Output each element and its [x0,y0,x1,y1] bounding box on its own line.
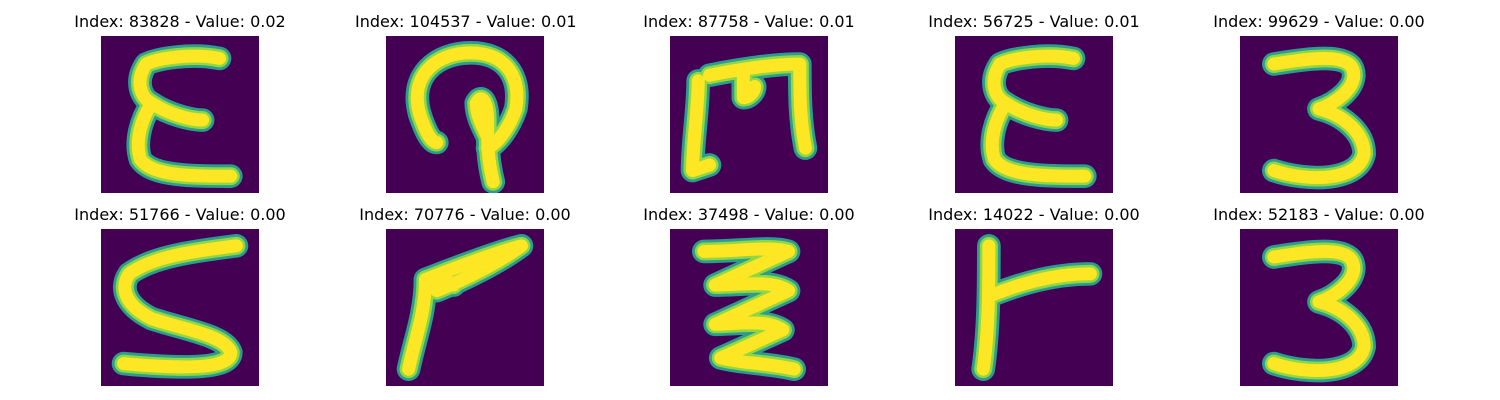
image-panel: Index: 14022 - Value: 0.00 [924,205,1144,395]
handwritten-stroke [419,239,528,298]
panel-title: Index: 52183 - Value: 0.00 [1213,205,1425,224]
digit-image [955,36,1113,193]
handwritten-stroke [697,242,801,376]
panel-title: Index: 70776 - Value: 0.00 [359,205,571,224]
digit-image [386,229,544,386]
handwritten-stroke [410,46,524,155]
handwritten-stroke [469,96,495,144]
handwritten-stroke [131,96,238,183]
panel-title: Index: 37498 - Value: 0.00 [643,205,855,224]
handwritten-stroke [976,239,996,376]
image-panel: Index: 37498 - Value: 0.00 [639,205,859,395]
image-panel: Index: 104537 - Value: 0.01 [355,12,577,202]
handwritten-stroke [424,274,461,292]
image-panel: Index: 83828 - Value: 0.02 [70,12,290,202]
digit-image [1240,36,1398,193]
digit-image [670,36,828,193]
handwritten-stroke [982,267,1097,303]
panel-title: Index: 51766 - Value: 0.00 [74,205,286,224]
digit-image [101,229,259,386]
image-panel: Index: 70776 - Value: 0.00 [355,205,575,395]
handwritten-stroke [987,49,1080,127]
panel-title: Index: 104537 - Value: 0.01 [355,12,577,31]
panel-title: Index: 83828 - Value: 0.02 [74,12,286,31]
handwritten-stroke [686,74,716,178]
panel-title: Index: 56725 - Value: 0.01 [928,12,1140,31]
digit-image [386,36,544,193]
digit-image [1240,229,1398,386]
handwritten-stroke [703,57,812,155]
panel-title: Index: 87758 - Value: 0.01 [643,12,855,31]
image-panel: Index: 52183 - Value: 0.00 [1209,205,1429,395]
panel-title: Index: 14022 - Value: 0.00 [928,205,1140,224]
image-panel: Index: 56725 - Value: 0.01 [924,12,1144,202]
digit-image [670,229,828,386]
panel-title: Index: 99629 - Value: 0.00 [1213,12,1425,31]
image-panel: Index: 99629 - Value: 0.00 [1209,12,1429,202]
handwritten-stroke [1267,51,1371,184]
handwritten-stroke [133,49,226,127]
handwritten-stroke [1267,244,1371,377]
handwritten-stroke [985,96,1092,183]
handwritten-stroke [117,239,243,374]
image-panel: Index: 51766 - Value: 0.00 [70,205,290,395]
handwritten-stroke [402,273,432,376]
handwritten-stroke [413,108,444,149]
digit-image [101,36,259,193]
digit-image [955,229,1113,386]
image-panel: Index: 87758 - Value: 0.01 [639,12,859,202]
handwritten-stroke [736,68,762,105]
